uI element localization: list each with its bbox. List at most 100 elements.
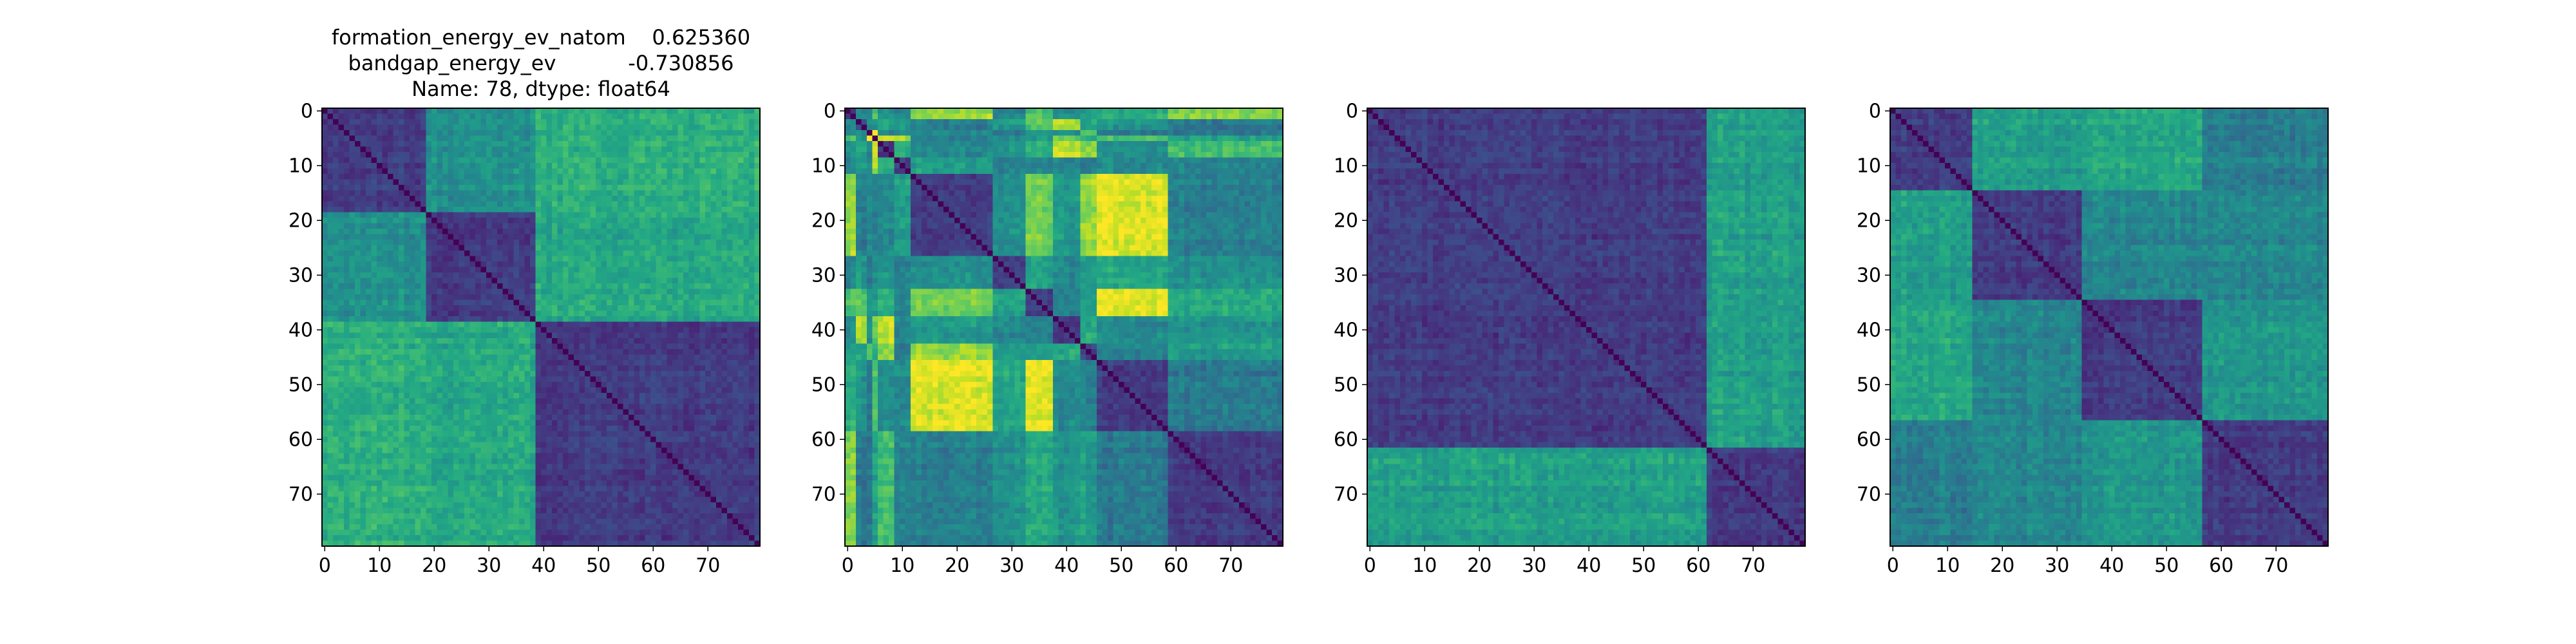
heatmap-cell [502, 382, 509, 388]
heatmap-cell [431, 382, 438, 388]
heatmap-cell [475, 278, 482, 284]
heatmap-cell [338, 119, 345, 126]
heatmap-cell [634, 349, 640, 355]
heatmap-cell [579, 382, 585, 388]
heatmap-cell [464, 190, 471, 196]
heatmap-cell [366, 272, 372, 279]
heatmap-cell [579, 157, 585, 164]
heatmap-cell [618, 185, 624, 191]
heatmap-cell [656, 201, 662, 207]
heatmap-cell [349, 229, 355, 235]
heatmap-cell [426, 299, 432, 306]
heatmap-cell [557, 267, 564, 273]
heatmap-cell [590, 332, 596, 339]
heatmap-cell [634, 113, 640, 120]
heatmap-cell [743, 146, 750, 153]
heatmap-cell [469, 431, 476, 437]
heatmap-cell [732, 354, 739, 361]
heatmap-cell [732, 338, 739, 345]
heatmap-cell [749, 163, 755, 169]
heatmap-cell [442, 349, 449, 355]
heatmap-cell [475, 163, 482, 169]
heatmap-cell [327, 272, 334, 279]
heatmap-cell [322, 327, 328, 334]
heatmap-cell [650, 332, 657, 339]
heatmap-cell [650, 382, 657, 388]
heatmap-cell [754, 360, 761, 366]
heatmap-cell [448, 185, 454, 191]
heatmap-cell [716, 218, 723, 224]
heatmap-cell [519, 387, 526, 393]
heatmap-cell [480, 338, 487, 345]
heatmap-cell [349, 327, 355, 334]
heatmap-cell [399, 272, 405, 279]
heatmap-cell [541, 261, 547, 268]
heatmap-cell [475, 190, 482, 196]
heatmap-cell [491, 420, 498, 426]
heatmap-cell [513, 398, 520, 404]
heatmap-cell [601, 310, 607, 317]
heatmap-cell [743, 382, 750, 388]
heatmap-cell [442, 365, 449, 372]
heatmap-cell [601, 316, 607, 323]
heatmap-cell [546, 409, 553, 415]
heatmap-cell [513, 332, 520, 339]
heatmap-cell [552, 426, 558, 432]
heatmap-cell [459, 212, 465, 218]
heatmap-cell [716, 201, 723, 207]
heatmap-cell [590, 267, 596, 273]
heatmap-cell [535, 343, 542, 350]
heatmap-cell [426, 305, 432, 312]
heatmap-cell [431, 332, 438, 339]
heatmap-cell [442, 376, 449, 383]
heatmap-cell [513, 404, 520, 410]
heatmap-cell [727, 338, 734, 345]
heatmap-cell [607, 404, 613, 410]
heatmap-cell [404, 261, 410, 268]
heatmap-cell [415, 332, 421, 339]
heatmap-cell [426, 113, 432, 120]
heatmap-cell [618, 404, 624, 410]
heatmap-cell [618, 393, 624, 399]
heatmap-cell [677, 157, 684, 164]
heatmap-cell [546, 201, 553, 207]
heatmap-cell [557, 310, 564, 317]
heatmap-cell [705, 157, 712, 164]
heatmap-cell [437, 442, 443, 448]
heatmap-cell [683, 261, 690, 268]
heatmap-cell [530, 371, 536, 377]
heatmap-cell [404, 168, 410, 175]
heatmap-cell [535, 398, 542, 404]
heatmap-cell [393, 442, 399, 448]
heatmap-cell [497, 267, 504, 273]
heatmap-cell [404, 382, 410, 388]
heatmap-cell [710, 207, 717, 213]
heatmap-cell [754, 338, 761, 345]
heatmap-cell [579, 294, 585, 301]
heatmap-cell [743, 185, 750, 191]
heatmap-cell [502, 157, 509, 164]
heatmap-cell [557, 223, 564, 229]
heatmap-cell [491, 190, 498, 196]
heatmap-cell [743, 223, 750, 229]
heatmap-cell [437, 119, 443, 126]
heatmap-cell [366, 448, 372, 454]
heatmap-cell [585, 338, 591, 345]
heatmap-cell [716, 289, 723, 295]
heatmap-cell [344, 119, 350, 126]
heatmap-cell [716, 398, 723, 404]
heatmap-cell [639, 240, 646, 246]
heatmap-cell [349, 371, 355, 377]
heatmap-cell [634, 382, 640, 388]
heatmap-cell [497, 426, 504, 432]
heatmap-cell [656, 305, 662, 312]
heatmap-cell [530, 179, 536, 185]
heatmap-cell [366, 437, 372, 443]
heatmap-cell [612, 267, 618, 273]
heatmap-cell [442, 415, 449, 421]
heatmap-cell [502, 267, 509, 273]
heatmap-cell [535, 431, 542, 437]
heatmap-cell [442, 113, 449, 120]
heatmap-cell [601, 371, 607, 377]
